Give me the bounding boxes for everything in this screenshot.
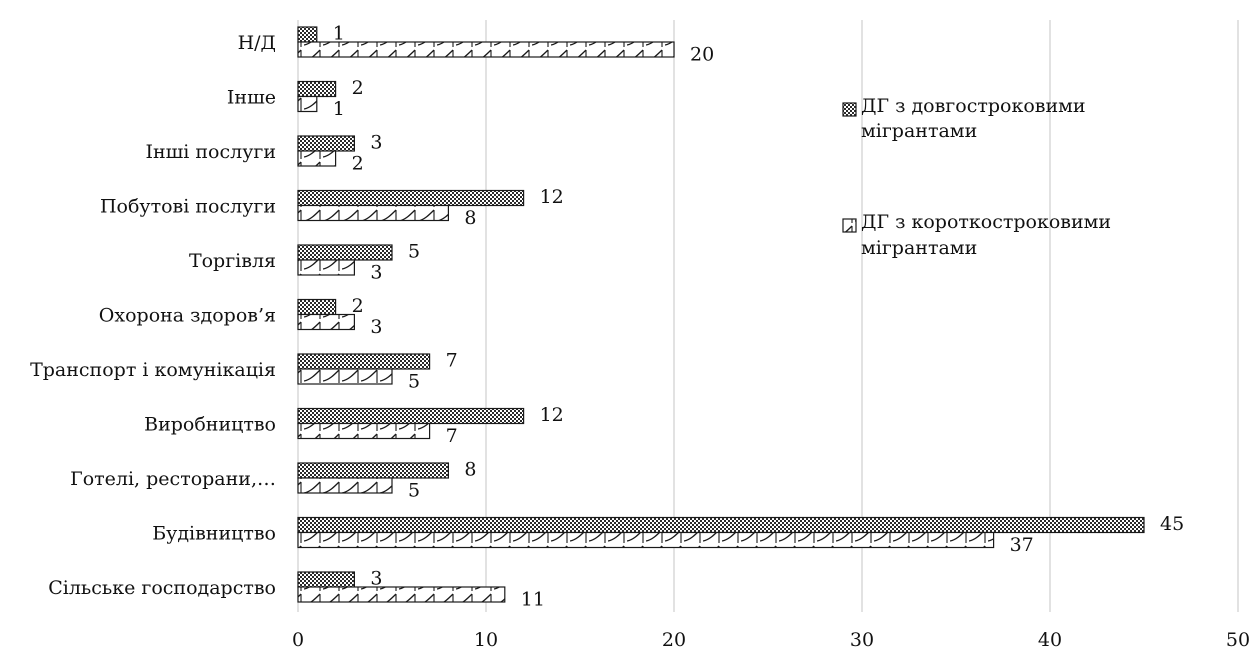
bar-long-term — [297, 80, 337, 98]
bar-long-term — [297, 462, 449, 479]
category-label: Охорона здоров’я — [99, 305, 276, 327]
category-label: Інше — [227, 87, 276, 109]
bar-short-term — [297, 95, 318, 113]
bar-long-term — [297, 135, 356, 152]
bar-short-term — [297, 586, 506, 603]
category-label: Транспорт і комунікація — [30, 359, 276, 381]
bar-short-term — [297, 259, 356, 276]
data-label: 5 — [408, 480, 420, 502]
bar-short-term — [297, 41, 675, 58]
bars — [297, 26, 1145, 603]
x-tick-label: 20 — [662, 629, 686, 651]
data-label: 8 — [464, 207, 476, 229]
gridlines — [297, 20, 1239, 612]
data-label: 2 — [352, 77, 364, 99]
data-label: 1 — [333, 23, 345, 45]
data-label: 1 — [333, 98, 345, 120]
legend-swatch — [842, 218, 857, 233]
bar-short-term — [297, 422, 431, 440]
bar-short-term — [297, 531, 995, 549]
category-label: Будівництво — [152, 523, 276, 545]
category-label: Торгівля — [189, 250, 276, 272]
bar-long-term — [297, 244, 393, 261]
bar-long-term — [297, 26, 318, 43]
data-label: 5 — [408, 371, 420, 393]
data-label: 3 — [370, 568, 382, 590]
x-tick-label: 40 — [1038, 629, 1062, 651]
category-label: Н/Д — [238, 32, 276, 54]
category-label: Інші послуги — [145, 141, 276, 163]
data-label: 3 — [370, 262, 382, 284]
x-tick-label: 50 — [1226, 629, 1250, 651]
data-label: 2 — [352, 153, 364, 175]
data-label: 45 — [1160, 513, 1184, 535]
bar-long-term — [297, 407, 525, 425]
data-label: 20 — [690, 44, 714, 66]
legend-swatch — [842, 102, 857, 117]
bar-short-term — [297, 313, 356, 331]
legend-entry: ДГ з довгостроковими мігрантами — [861, 95, 1086, 142]
data-label: 8 — [464, 459, 476, 481]
category-label: Побутові послуги — [100, 196, 276, 218]
legend-entry: ДГ з короткостроковими мігрантами — [861, 211, 1111, 259]
x-tick-label: 10 — [474, 629, 498, 651]
legend: ДГ з довгостроковими мігрантами ДГ з корот… — [842, 95, 1111, 259]
data-label: 7 — [446, 350, 458, 372]
bar-short-term — [297, 368, 393, 385]
x-tick-label: 30 — [850, 629, 874, 651]
bar-long-term — [297, 516, 1145, 534]
category-label: Готелі, ресторани,… — [70, 468, 276, 490]
data-label: 5 — [408, 241, 420, 263]
data-label: 2 — [352, 295, 364, 317]
data-label: 11 — [521, 589, 545, 611]
bar-long-term — [297, 571, 356, 588]
bar-short-term — [297, 477, 393, 494]
x-tick-label: 0 — [292, 629, 304, 651]
bar-long-term — [297, 353, 431, 370]
bar-short-term — [297, 204, 449, 222]
bar-long-term — [297, 189, 525, 207]
data-label: 7 — [446, 425, 458, 447]
data-label: 12 — [540, 404, 564, 426]
data-label: 12 — [540, 186, 564, 208]
data-label: 3 — [370, 316, 382, 338]
category-label: Виробництво — [144, 414, 276, 436]
bar-short-term — [297, 150, 337, 167]
bar-long-term — [297, 298, 337, 316]
data-label: 3 — [370, 132, 382, 154]
category-label: Сільське господарство — [48, 577, 276, 599]
data-label: 37 — [1010, 534, 1034, 556]
